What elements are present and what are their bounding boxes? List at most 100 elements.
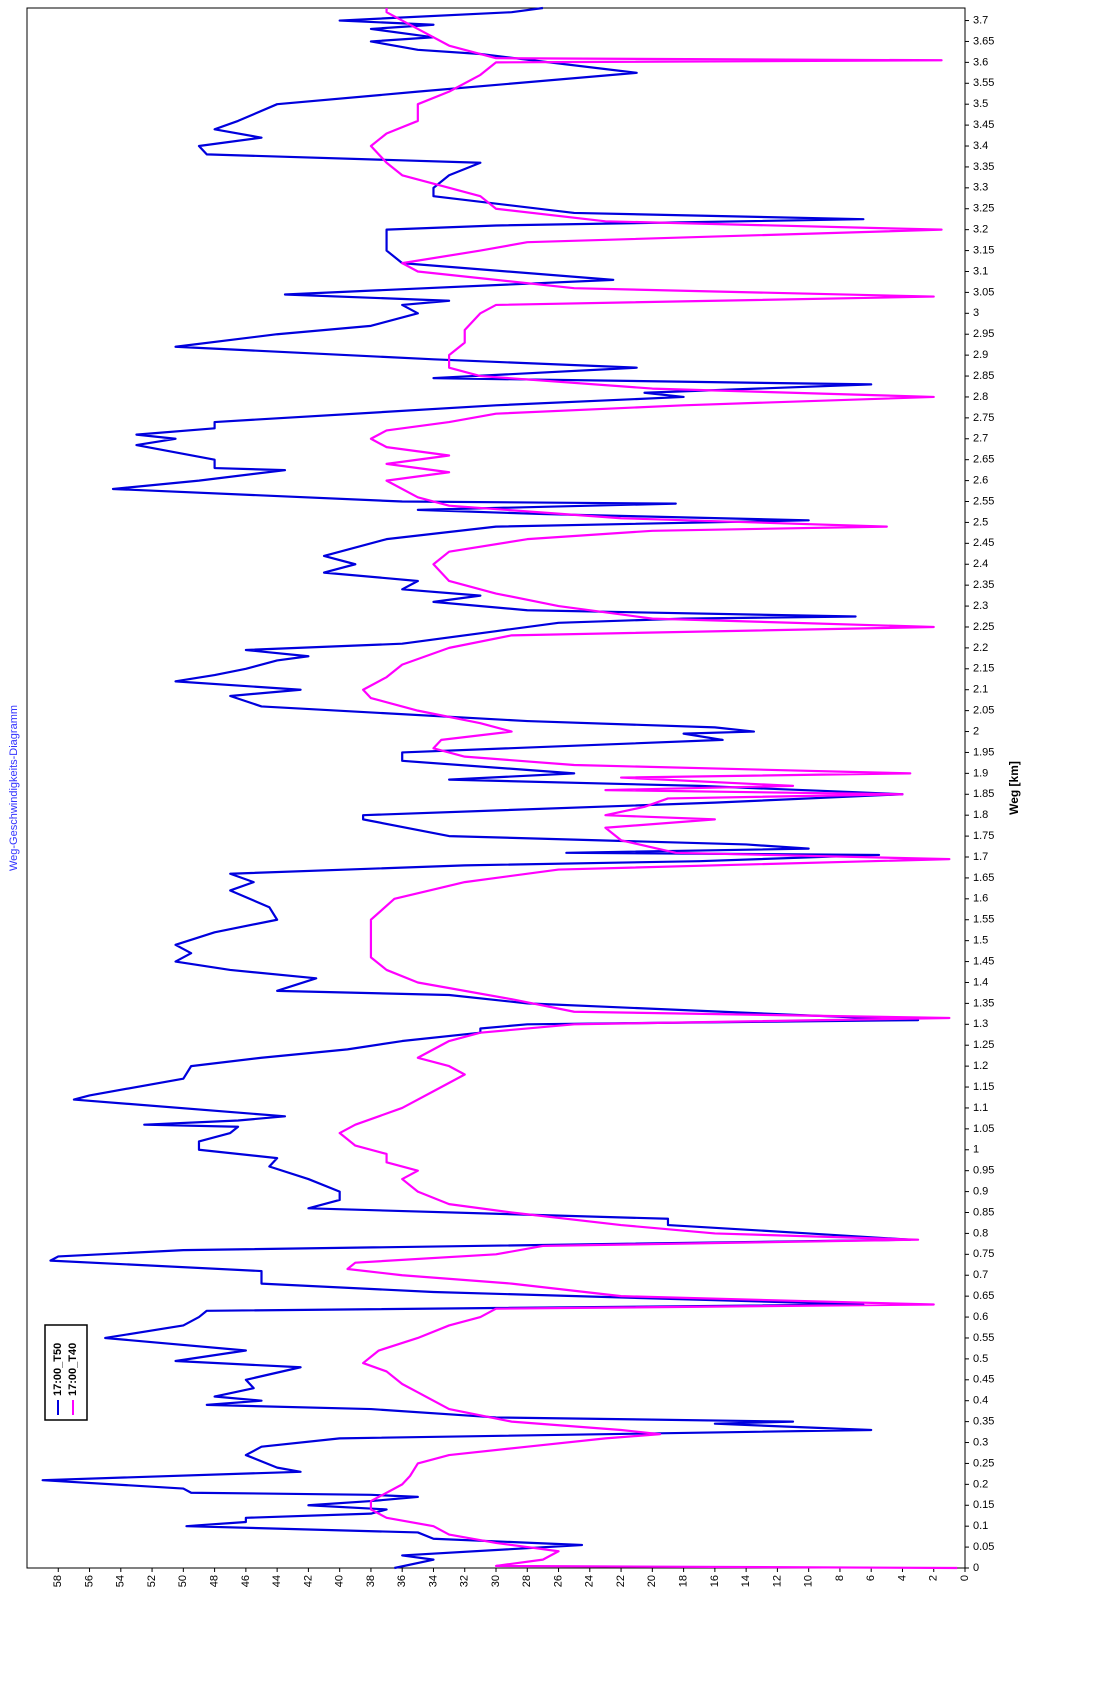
y-tick-label: 42 bbox=[302, 1575, 314, 1587]
x-tick-label: 2.55 bbox=[973, 495, 994, 507]
y-tick-label: 8 bbox=[834, 1575, 846, 1581]
x-tick-label: 2.95 bbox=[973, 328, 994, 340]
x-tick-label: 2.3 bbox=[973, 600, 988, 612]
x-tick-label: 2.4 bbox=[973, 558, 988, 570]
x-tick-label: 2 bbox=[973, 725, 979, 737]
x-tick-label: 1.9 bbox=[973, 767, 988, 779]
x-tick-label: 1.4 bbox=[973, 976, 988, 988]
x-tick-label: 1.35 bbox=[973, 997, 994, 1009]
x-tick-label: 1.6 bbox=[973, 893, 988, 905]
x-tick-label: 3.3 bbox=[973, 182, 988, 194]
x-tick-label: 0.9 bbox=[973, 1185, 988, 1197]
data-line bbox=[338, 8, 958, 1570]
x-tick-label: 3.7 bbox=[973, 14, 988, 26]
x-tick-label: 0.25 bbox=[973, 1457, 994, 1469]
x-tick-label: 1.3 bbox=[973, 1018, 988, 1030]
x-tick-label: 3.15 bbox=[973, 244, 994, 256]
x-tick-label: 2.8 bbox=[973, 391, 988, 403]
x-tick-label: 0.6 bbox=[973, 1311, 988, 1323]
x-tick-label: 2.35 bbox=[973, 579, 994, 591]
y-tick-label: 32 bbox=[459, 1575, 471, 1587]
rotated-frame: Weg-Geschwindigkeits-Diagramm Weg [km] 0… bbox=[8, 6, 1021, 1587]
y-tick-label: 22 bbox=[615, 1575, 627, 1587]
x-tick-label: 1.1 bbox=[973, 1102, 988, 1114]
x-tick-label: 0.3 bbox=[973, 1436, 988, 1448]
x-tick-label: 0.35 bbox=[973, 1416, 994, 1428]
x-tick-label: 0.75 bbox=[973, 1248, 994, 1260]
x-tick-label: 1.5 bbox=[973, 935, 988, 947]
legend-box bbox=[44, 1324, 88, 1421]
x-tick-label: 0.2 bbox=[973, 1478, 988, 1490]
x-tick-label: 2.25 bbox=[973, 621, 994, 633]
y-tick-label: 12 bbox=[771, 1575, 783, 1587]
x-tick-label: 1.25 bbox=[973, 1039, 994, 1051]
x-tick-label: 1 bbox=[973, 1144, 979, 1156]
y-tick-label: 4 bbox=[896, 1575, 908, 1581]
x-tick-label: 3.05 bbox=[973, 286, 994, 298]
y-tick-label: 36 bbox=[396, 1575, 408, 1587]
y-tick-label: 44 bbox=[271, 1575, 283, 1587]
x-tick-label: 2.65 bbox=[973, 454, 994, 466]
legend-label: 17:00_T40 bbox=[67, 1343, 79, 1396]
x-tick-label: 1.75 bbox=[973, 830, 994, 842]
x-tick-label: 3.4 bbox=[973, 140, 988, 152]
x-tick-label: 1.8 bbox=[973, 809, 988, 821]
x-tick-label: 0.05 bbox=[973, 1541, 994, 1553]
y-tick-label: 16 bbox=[709, 1575, 721, 1587]
y-tick-label: 56 bbox=[83, 1575, 95, 1587]
x-tick-label: 3.55 bbox=[973, 77, 994, 89]
x-tick-label: 0.55 bbox=[973, 1332, 994, 1344]
y-tick-label: 2 bbox=[928, 1575, 940, 1581]
x-tick-label: 3.5 bbox=[973, 98, 988, 110]
y-tick-label: 6 bbox=[865, 1575, 877, 1581]
y-tick-label: 24 bbox=[584, 1575, 596, 1587]
x-tick-label: 3.6 bbox=[973, 56, 988, 68]
x-tick-label: 0.8 bbox=[973, 1227, 988, 1239]
x-tick-label: 1.65 bbox=[973, 872, 994, 884]
x-tick-label: 3.45 bbox=[973, 119, 994, 131]
x-tick-label: 0.85 bbox=[973, 1206, 994, 1218]
x-tick-label: 2.75 bbox=[973, 412, 994, 424]
y-tick-label: 50 bbox=[177, 1575, 189, 1587]
x-tick-label: 2.7 bbox=[973, 433, 988, 445]
y-tick-label: 34 bbox=[427, 1575, 439, 1587]
x-tick-label: 2.45 bbox=[973, 537, 994, 549]
x-tick-label: 0.4 bbox=[973, 1395, 988, 1407]
y-tick-label: 26 bbox=[552, 1575, 564, 1587]
x-tick-label: 3.35 bbox=[973, 161, 994, 173]
x-tick-label: 0.95 bbox=[973, 1165, 994, 1177]
x-tick-label: 1.2 bbox=[973, 1060, 988, 1072]
y-tick-label: 20 bbox=[646, 1575, 658, 1587]
x-axis-label: Weg [km] bbox=[1007, 761, 1021, 815]
x-tick-label: 0.65 bbox=[973, 1290, 994, 1302]
x-tick-label: 1.7 bbox=[973, 851, 988, 863]
y-tick-label: 40 bbox=[334, 1575, 346, 1587]
y-tick-label: 38 bbox=[365, 1575, 377, 1587]
chart-title: Weg-Geschwindigkeits-Diagramm bbox=[8, 705, 20, 871]
x-tick-label: 0.7 bbox=[973, 1269, 988, 1281]
x-tick-label: 2.85 bbox=[973, 370, 994, 382]
y-tick-label: 0 bbox=[959, 1575, 971, 1581]
x-tick-label: 3.25 bbox=[973, 203, 994, 215]
plot-area bbox=[26, 7, 966, 1569]
y-tick-label: 28 bbox=[521, 1575, 533, 1587]
x-tick-label: 2.2 bbox=[973, 642, 988, 654]
x-tick-label: 0.1 bbox=[973, 1520, 988, 1532]
x-tick-label: 2.1 bbox=[973, 684, 988, 696]
x-tick-label: 2.6 bbox=[973, 475, 988, 487]
y-tick-label: 30 bbox=[490, 1575, 502, 1587]
legend-label: 17:00_T50 bbox=[52, 1343, 64, 1396]
y-tick-label: 48 bbox=[209, 1575, 221, 1587]
y-tick-label: 14 bbox=[740, 1575, 752, 1587]
y-tick-label: 54 bbox=[115, 1575, 127, 1587]
legend: 17:00_T50 17:00_T40 bbox=[44, 1324, 88, 1421]
x-tick-label: 1.85 bbox=[973, 788, 994, 800]
x-tick-label: 1.05 bbox=[973, 1123, 994, 1135]
x-tick-label: 3.2 bbox=[973, 224, 988, 236]
x-tick-label: 1.95 bbox=[973, 746, 994, 758]
x-tick-label: 1.15 bbox=[973, 1081, 994, 1093]
y-tick-label: 46 bbox=[240, 1575, 252, 1587]
x-tick-label: 1.55 bbox=[973, 914, 994, 926]
x-tick-label: 0 bbox=[973, 1562, 979, 1574]
